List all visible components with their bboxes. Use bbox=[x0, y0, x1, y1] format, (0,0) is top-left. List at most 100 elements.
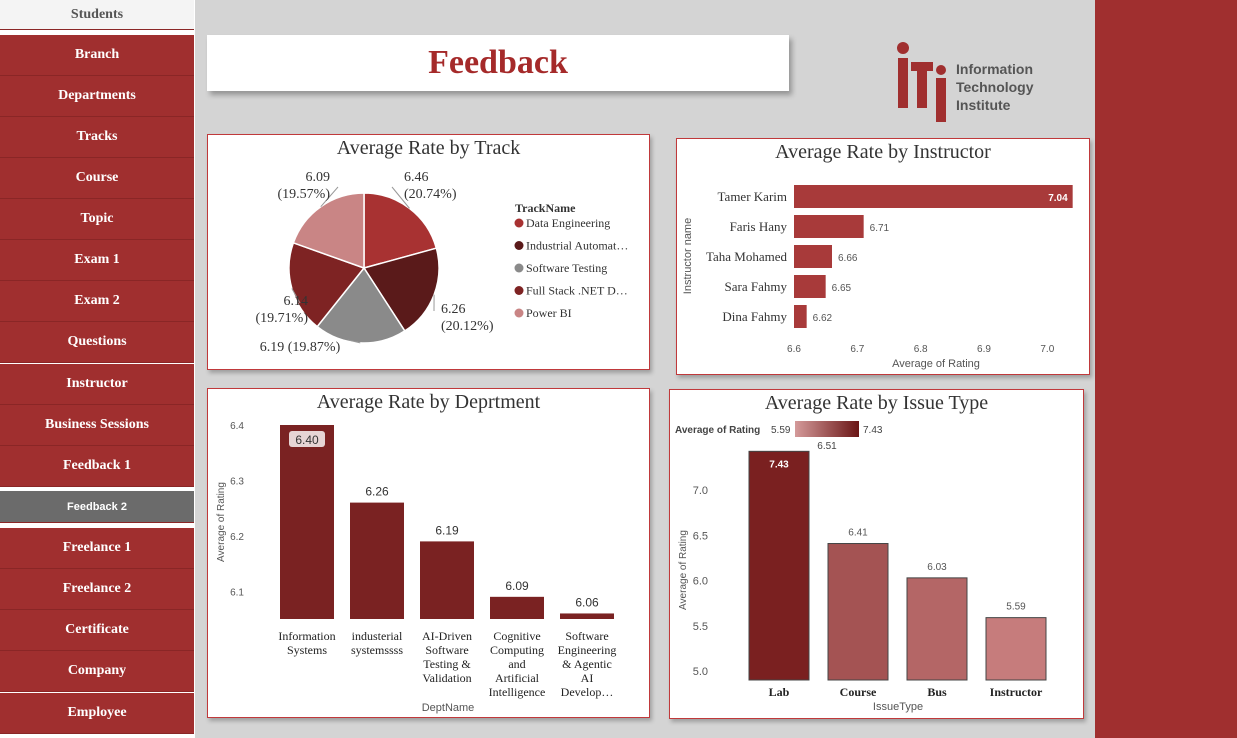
x-tick-label: Information bbox=[278, 629, 335, 643]
sidebar-item-feedback-1[interactable]: Feedback 1 bbox=[0, 446, 194, 487]
sidebar-item-feedback-2[interactable]: Feedback 2 bbox=[0, 491, 194, 523]
data-label: 6.65 bbox=[832, 283, 852, 294]
page-title-box: Feedback bbox=[207, 35, 789, 91]
y-axis-label: Average of Rating bbox=[678, 530, 689, 610]
gradient-legend-bar bbox=[795, 421, 859, 437]
x-tick-label: Software bbox=[425, 643, 468, 657]
data-label: 6.40 bbox=[295, 433, 319, 447]
legend-item: Software Testing bbox=[526, 261, 607, 275]
y-axis-label: Instructor name bbox=[682, 218, 694, 294]
pie-leader-line bbox=[391, 186, 410, 209]
y-tick-label: Taha Mohamed bbox=[706, 249, 788, 264]
x-tick-label: 6.9 bbox=[977, 344, 991, 355]
bar bbox=[906, 577, 968, 681]
logo-text: Information Technology Institute bbox=[956, 60, 1034, 114]
bar bbox=[350, 502, 404, 619]
legend-marker bbox=[514, 241, 524, 250]
page-title: Feedback bbox=[428, 44, 568, 81]
pie-slice bbox=[292, 192, 365, 270]
y-tick-label: 7.0 bbox=[693, 485, 708, 497]
data-label: 6.06 bbox=[575, 595, 599, 609]
x-tick-label: Computing bbox=[490, 643, 544, 657]
sidebar-item-instructor[interactable]: Instructor bbox=[0, 364, 194, 405]
y-tick-label: Tamer Karim bbox=[718, 189, 787, 204]
data-label: 6.66 bbox=[838, 253, 858, 264]
sidebar-item-questions[interactable]: Questions bbox=[0, 322, 194, 363]
x-tick-label: Cognitive bbox=[493, 629, 540, 643]
x-tick-label: Develop… bbox=[561, 685, 614, 699]
legend-item: Power BI bbox=[526, 306, 572, 320]
x-tick-label: 6.8 bbox=[914, 344, 928, 355]
instructor-bar-card: Average Rate by Instructor Tamer Karim 7.… bbox=[676, 138, 1090, 375]
sidebar-item-topic[interactable]: Topic bbox=[0, 199, 194, 240]
sidebar-item-tracks[interactable]: Tracks bbox=[0, 117, 194, 158]
y-tick-label: 6.5 bbox=[693, 530, 708, 542]
sidebar-item-branch[interactable]: Branch bbox=[0, 35, 194, 76]
legend-marker bbox=[514, 218, 524, 228]
data-label-bg bbox=[289, 431, 325, 447]
x-tick-label: Validation bbox=[422, 671, 471, 685]
sidebar-item-freelance-2[interactable]: Freelance 2 bbox=[0, 569, 194, 610]
x-tick-label: 6.6 bbox=[787, 344, 801, 355]
sidebar-item-exam-1[interactable]: Exam 1 bbox=[0, 240, 194, 281]
y-tick-label: 6.1 bbox=[230, 587, 244, 598]
x-tick-label: Engineering bbox=[558, 643, 617, 657]
sidebar-item-employee[interactable]: Employee bbox=[0, 693, 194, 734]
x-tick-label: Bus bbox=[927, 685, 947, 699]
data-label: 7.04 bbox=[1048, 193, 1068, 204]
sidebar-item-certificate[interactable]: Certificate bbox=[0, 610, 194, 651]
x-tick-label: 6.7 bbox=[850, 344, 864, 355]
y-tick-label: Sara Fahmy bbox=[725, 279, 788, 294]
y-tick-label: Faris Hany bbox=[730, 219, 788, 234]
x-tick-label: Testing & bbox=[423, 657, 471, 671]
gradient-legend-title: Average of Rating bbox=[675, 425, 760, 436]
bar bbox=[490, 596, 544, 619]
sidebar-item-business-sessions[interactable]: Business Sessions bbox=[0, 405, 194, 446]
logo-line-3: Institute bbox=[956, 97, 1011, 113]
y-tick-label: 5.5 bbox=[693, 621, 708, 633]
x-tick-label: Instructor bbox=[990, 685, 1043, 699]
pie-leader-line bbox=[291, 288, 301, 304]
track-pie-chart: 6.46 (20.74%) 6.26 (20.12%) 6.19 (19.87%) 6.1… bbox=[256, 170, 629, 355]
track-chart-title: Average Rate by Track bbox=[336, 137, 521, 159]
bar bbox=[794, 275, 826, 298]
x-tick-label: AI-Driven bbox=[422, 629, 472, 643]
legend-marker bbox=[514, 263, 524, 273]
gradient-legend-min: 5.59 bbox=[771, 425, 791, 436]
right-panel bbox=[1095, 0, 1237, 738]
bar bbox=[985, 617, 1047, 681]
x-axis-label: IssueType bbox=[873, 701, 923, 713]
x-tick-label: Systems bbox=[287, 643, 327, 657]
data-label: 6.09 bbox=[505, 579, 529, 593]
pie-data-label: 6.19 (19.87%) bbox=[260, 340, 341, 355]
pie-data-label: (20.12%) bbox=[441, 319, 494, 334]
data-label: 6.71 bbox=[870, 223, 890, 234]
bar bbox=[794, 185, 1073, 208]
sidebar-item-freelance-1[interactable]: Freelance 1 bbox=[0, 528, 194, 569]
gradient-legend-mid: 6.51 bbox=[817, 441, 837, 452]
x-tick-label: Intelligence bbox=[489, 685, 546, 699]
bar bbox=[794, 245, 832, 268]
sidebar-item-students[interactable]: Students bbox=[0, 0, 194, 30]
pie-leader-line bbox=[320, 186, 339, 208]
x-tick-label: systemssss bbox=[351, 643, 403, 657]
track-pie-card: Average Rate by Track 6.46 (20.74%) 6.26 (2… bbox=[207, 134, 650, 370]
pie-data-label: (20.74%) bbox=[404, 187, 457, 202]
data-label: 7.43 bbox=[769, 459, 789, 470]
pie-data-label: 6.46 bbox=[404, 170, 429, 185]
x-tick-label: Lab bbox=[769, 685, 790, 699]
sidebar-item-course[interactable]: Course bbox=[0, 158, 194, 199]
data-label: 6.62 bbox=[813, 313, 833, 324]
data-label: 6.03 bbox=[927, 562, 947, 573]
bar bbox=[420, 541, 474, 619]
iti-logo-icon bbox=[897, 42, 946, 122]
instructor-chart-title: Average Rate by Instructor bbox=[775, 141, 991, 163]
sidebar-item-exam-2[interactable]: Exam 2 bbox=[0, 281, 194, 322]
sidebar-item-company[interactable]: Company bbox=[0, 651, 194, 692]
data-label: 6.19 bbox=[435, 523, 459, 537]
y-tick-label: 6.2 bbox=[230, 532, 244, 543]
data-label: 5.59 bbox=[1006, 602, 1026, 613]
x-tick-label: and bbox=[508, 657, 525, 671]
sidebar-item-departments[interactable]: Departments bbox=[0, 76, 194, 117]
bar bbox=[794, 215, 864, 238]
